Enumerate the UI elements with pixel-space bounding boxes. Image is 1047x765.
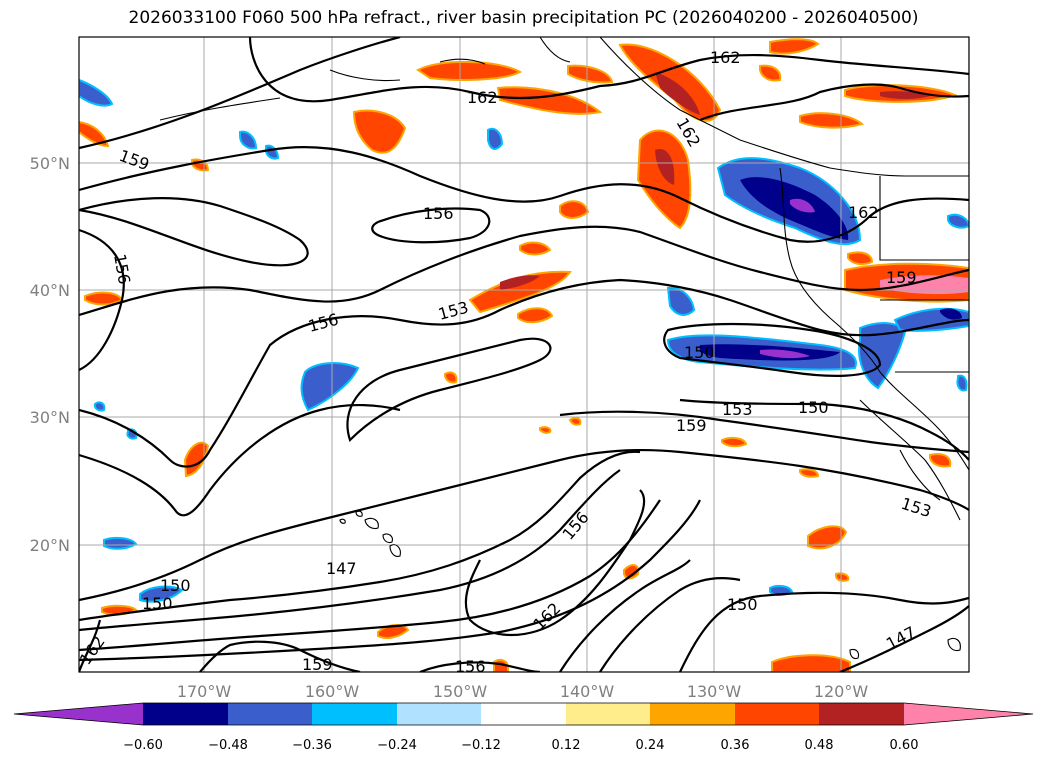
contour-label: 162 [710, 48, 741, 67]
lat-label: 40°N [30, 281, 70, 300]
lat-label: 30°N [30, 408, 70, 427]
latitude-labels: 50°N 40°N 30°N 20°N [30, 154, 70, 555]
lon-label: 160°W [305, 682, 360, 701]
contour-label: 156 [423, 204, 454, 223]
lat-label: 20°N [30, 536, 70, 555]
colorbar-segment [650, 703, 735, 725]
contours [79, 37, 969, 672]
map-frame [78, 36, 970, 673]
colorbar-extend-high [904, 703, 1033, 725]
contour-label: 150 [798, 398, 829, 417]
colorbar-tick: −0.24 [377, 738, 417, 753]
colorbar-tick: 0.24 [636, 738, 665, 753]
contour-label: 159 [676, 416, 707, 435]
colorbar-tick: 0.48 [805, 738, 834, 753]
colorbar-tick: −0.60 [123, 738, 163, 753]
colorbar-segment [312, 703, 397, 725]
contour-label: 162 [467, 88, 498, 107]
lon-label: 120°W [814, 682, 869, 701]
contour-label: 147 [326, 559, 357, 578]
lon-label: 150°W [433, 682, 488, 701]
contour-labels: 162 162 162 159 156 156 156 153 150 153 … [79, 48, 934, 676]
contour-label: 150 [684, 343, 715, 362]
colorbar-segment [566, 703, 650, 725]
contour-label: 153 [722, 400, 753, 419]
colorbar-tick: −0.36 [292, 738, 332, 753]
colorbar-segment [735, 703, 819, 725]
colorbar-tick: 0.36 [721, 738, 750, 753]
contour-label: 150 [160, 576, 191, 595]
colorbar-segment [481, 703, 566, 725]
colorbar-tick: −0.12 [461, 738, 501, 753]
precip-shading [79, 38, 969, 672]
colorbar-tick: 0.60 [890, 738, 919, 753]
map-area: 162 162 162 159 156 156 156 153 150 153 … [79, 37, 969, 676]
colorbar: −0.60 −0.48 −0.36 −0.24 −0.12 0.12 0.24 … [13, 702, 1034, 753]
colorbar-segment [228, 703, 312, 725]
colorbar-tick: 0.12 [552, 738, 581, 753]
contour-label: 150 [727, 595, 758, 614]
longitude-labels: 170°W 160°W 150°W 140°W 130°W 120°W [177, 682, 869, 701]
lon-label: 140°W [560, 682, 615, 701]
contour-label: 159 [886, 268, 917, 287]
lat-label: 50°N [30, 154, 70, 173]
lon-label: 130°W [687, 682, 742, 701]
colorbar-segment [397, 703, 481, 725]
contour-label: 159 [302, 655, 333, 674]
lon-label: 170°W [177, 682, 232, 701]
contour-label: 156 [455, 657, 486, 676]
colorbar-tick: −0.48 [208, 738, 248, 753]
coastlines [159, 37, 969, 660]
contour-label: 162 [848, 203, 879, 222]
colorbar-segment [143, 703, 228, 725]
colorbar-extend-low [14, 703, 143, 725]
colorbar-segment [819, 703, 904, 725]
map-title: 2026033100 F060 500 hPa refract., river … [128, 8, 919, 28]
contour-label: 150 [142, 594, 173, 613]
